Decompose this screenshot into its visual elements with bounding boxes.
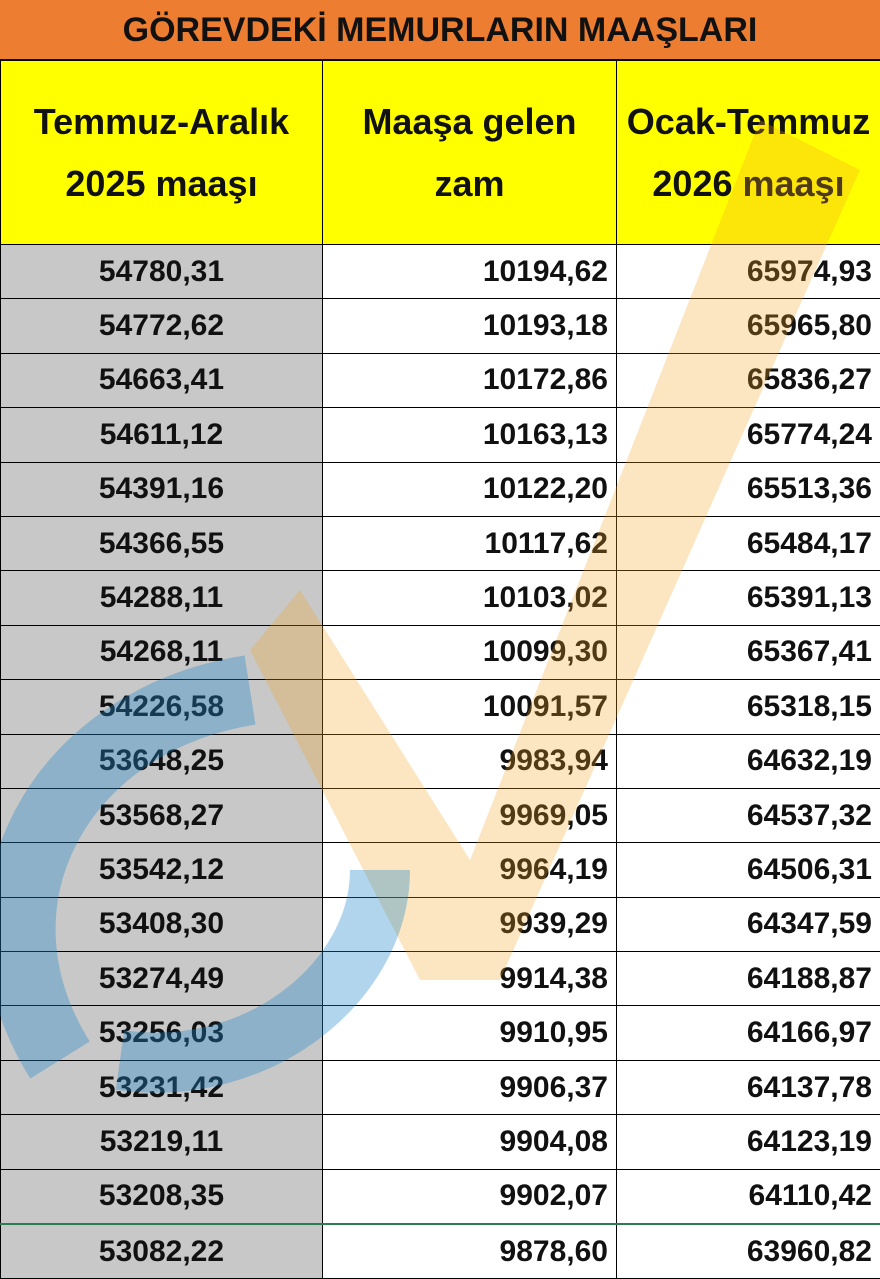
cell: 65965,80 — [617, 299, 880, 353]
cell: 53208,35 — [1, 1169, 323, 1224]
cell: 9878,60 — [323, 1224, 617, 1279]
cell: 53274,49 — [1, 952, 323, 1006]
cell: 10193,18 — [323, 299, 617, 353]
cell: 64632,19 — [617, 734, 880, 788]
cell: 53082,22 — [1, 1224, 323, 1279]
cell: 65391,13 — [617, 571, 880, 625]
cell: 64123,19 — [617, 1115, 880, 1169]
cell: 54268,11 — [1, 625, 323, 679]
cell: 65484,17 — [617, 516, 880, 570]
cell: 9939,29 — [323, 897, 617, 951]
cell: 53542,12 — [1, 843, 323, 897]
cell: 53231,42 — [1, 1060, 323, 1114]
cell: 65367,41 — [617, 625, 880, 679]
cell: 53256,03 — [1, 1006, 323, 1060]
cell: 10117,62 — [323, 516, 617, 570]
cell: 53648,25 — [1, 734, 323, 788]
cell: 64137,78 — [617, 1060, 880, 1114]
title: GÖREVDEKİ MEMURLARIN MAAŞLARI — [0, 0, 880, 60]
cell: 9906,37 — [323, 1060, 617, 1114]
cell: 53219,11 — [1, 1115, 323, 1169]
cell: 64347,59 — [617, 897, 880, 951]
column-header: Maaşa gelen zam — [323, 61, 617, 245]
cell: 9969,05 — [323, 788, 617, 842]
cell: 10099,30 — [323, 625, 617, 679]
cell: 54226,58 — [1, 680, 323, 734]
cell: 65318,15 — [617, 680, 880, 734]
cell: 65836,27 — [617, 353, 880, 407]
cell: 10091,57 — [323, 680, 617, 734]
cell: 64166,97 — [617, 1006, 880, 1060]
cell: 9983,94 — [323, 734, 617, 788]
column-header: Temmuz-Aralık 2025 maaşı — [1, 61, 323, 245]
cell: 65513,36 — [617, 462, 880, 516]
cell: 10163,13 — [323, 408, 617, 462]
column-header: Ocak-Temmuz 2026 maaşı — [617, 61, 880, 245]
cell: 63960,82 — [617, 1224, 880, 1279]
cell: 54663,41 — [1, 353, 323, 407]
cell: 54391,16 — [1, 462, 323, 516]
cell: 53568,27 — [1, 788, 323, 842]
cell: 54772,62 — [1, 299, 323, 353]
cell: 64188,87 — [617, 952, 880, 1006]
cell: 64537,32 — [617, 788, 880, 842]
cell: 10172,86 — [323, 353, 617, 407]
cell: 9964,19 — [323, 843, 617, 897]
cell: 64506,31 — [617, 843, 880, 897]
cell: 64110,42 — [617, 1169, 880, 1224]
cell: 10194,62 — [323, 245, 617, 299]
cell: 53408,30 — [1, 897, 323, 951]
cell: 10122,20 — [323, 462, 617, 516]
cell: 54780,31 — [1, 245, 323, 299]
cell: 9904,08 — [323, 1115, 617, 1169]
cell: 9902,07 — [323, 1169, 617, 1224]
cell: 9914,38 — [323, 952, 617, 1006]
cell: 54611,12 — [1, 408, 323, 462]
cell: 65774,24 — [617, 408, 880, 462]
cell: 9910,95 — [323, 1006, 617, 1060]
cell: 54288,11 — [1, 571, 323, 625]
cell: 54366,55 — [1, 516, 323, 570]
cell: 65974,93 — [617, 245, 880, 299]
cell: 10103,02 — [323, 571, 617, 625]
